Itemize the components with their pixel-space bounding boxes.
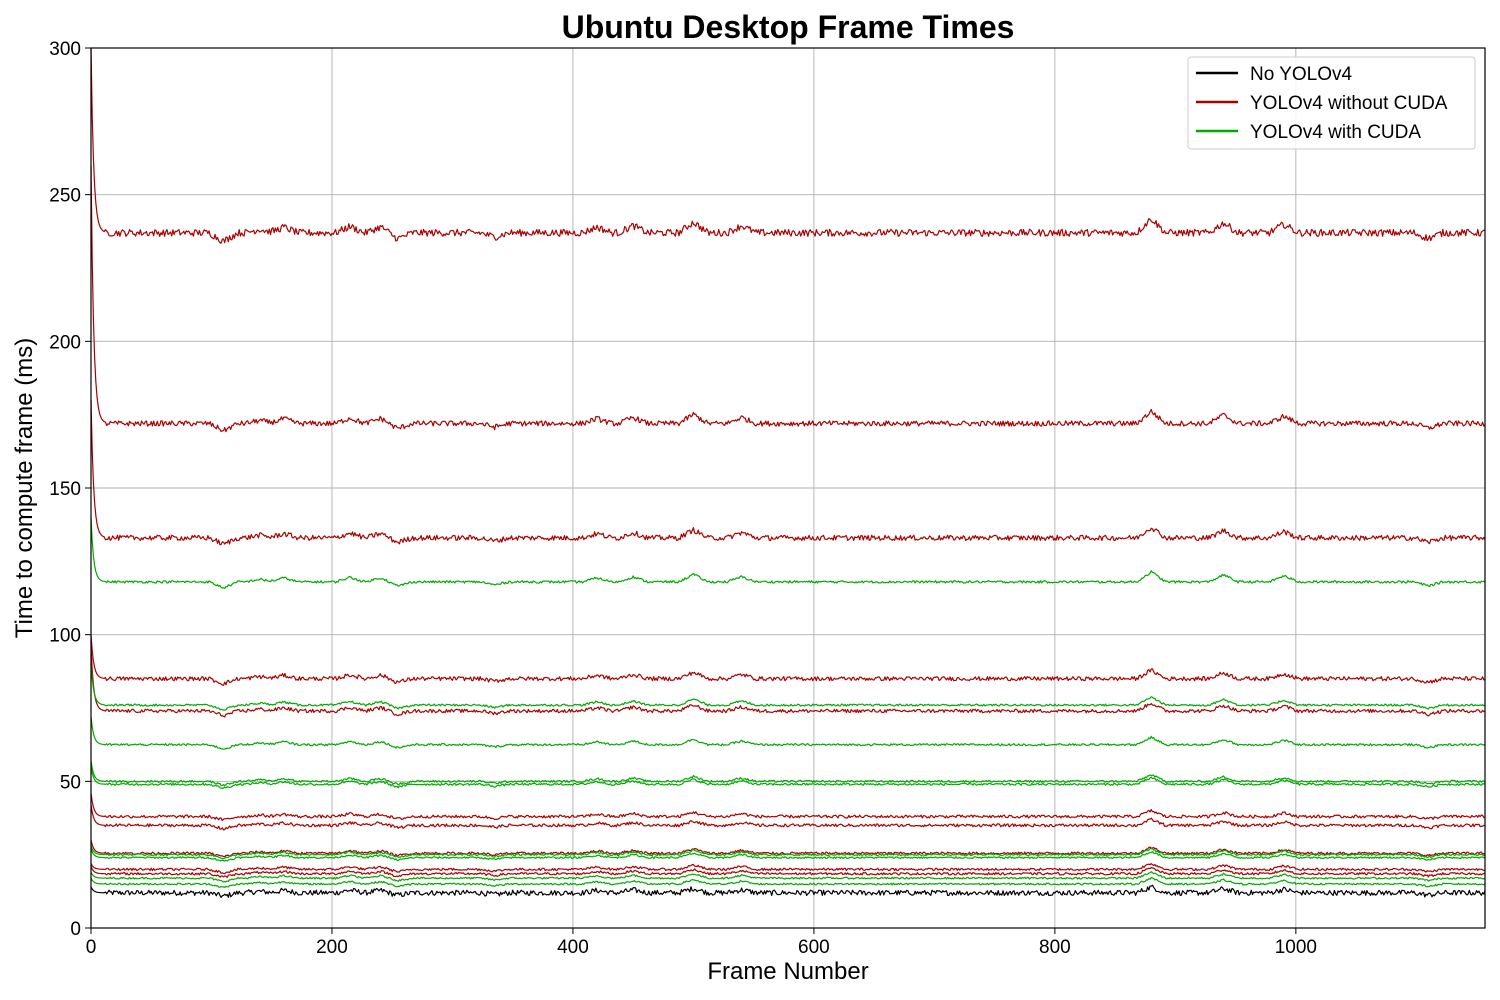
series-line (90, 863, 1486, 875)
series-line (90, 165, 1486, 433)
y-tick-label: 150 (49, 479, 81, 500)
x-axis-label: Frame Number (707, 958, 868, 985)
series-line (90, 517, 1486, 590)
y-tick-label: 300 (49, 39, 81, 60)
y-tick-label: 250 (49, 186, 81, 207)
x-tick-label: 600 (798, 937, 830, 958)
series-line (90, 399, 1486, 546)
x-tick-label: 200 (316, 937, 348, 958)
series-layer (90, 47, 1486, 898)
ticks: 0 200 400 600 800 1000 0 50 100 150 200 250 300 (49, 39, 1317, 958)
series-line (90, 766, 1486, 789)
series-line (90, 792, 1486, 822)
series-line (90, 871, 1486, 883)
series-line (90, 760, 1486, 787)
series-line (90, 663, 1486, 711)
x-tick-label: 400 (557, 937, 589, 958)
y-tick-label: 50 (60, 772, 81, 793)
y-tick-label: 0 (70, 919, 81, 940)
series-line (90, 716, 1486, 750)
series-line (90, 845, 1486, 860)
series-line (90, 876, 1486, 888)
y-tick-label: 100 (49, 626, 81, 647)
series-line (90, 866, 1486, 879)
chart-title: Ubuntu Desktop Frame Times (562, 9, 1015, 45)
legend-box (1187, 56, 1476, 150)
legend: No YOLOv4 YOLOv4 without CUDA YOLOv4 with … (1187, 56, 1476, 150)
y-tick-label: 200 (49, 332, 81, 353)
legend-label: No YOLOv4 (1250, 64, 1353, 85)
x-tick-label: 800 (1039, 937, 1071, 958)
y-axis-label: Time to compute frame (ms) (11, 338, 38, 639)
series-line (90, 47, 1486, 244)
x-tick-label: 1000 (1275, 937, 1317, 958)
x-tick-label: 0 (86, 937, 97, 958)
legend-label: YOLOv4 with CUDA (1250, 122, 1421, 143)
series-line (90, 884, 1486, 898)
series-line (90, 646, 1486, 718)
series-line (90, 848, 1486, 862)
legend-label: YOLOv4 without CUDA (1250, 93, 1448, 114)
series-line (90, 804, 1486, 831)
series-line (90, 634, 1486, 686)
